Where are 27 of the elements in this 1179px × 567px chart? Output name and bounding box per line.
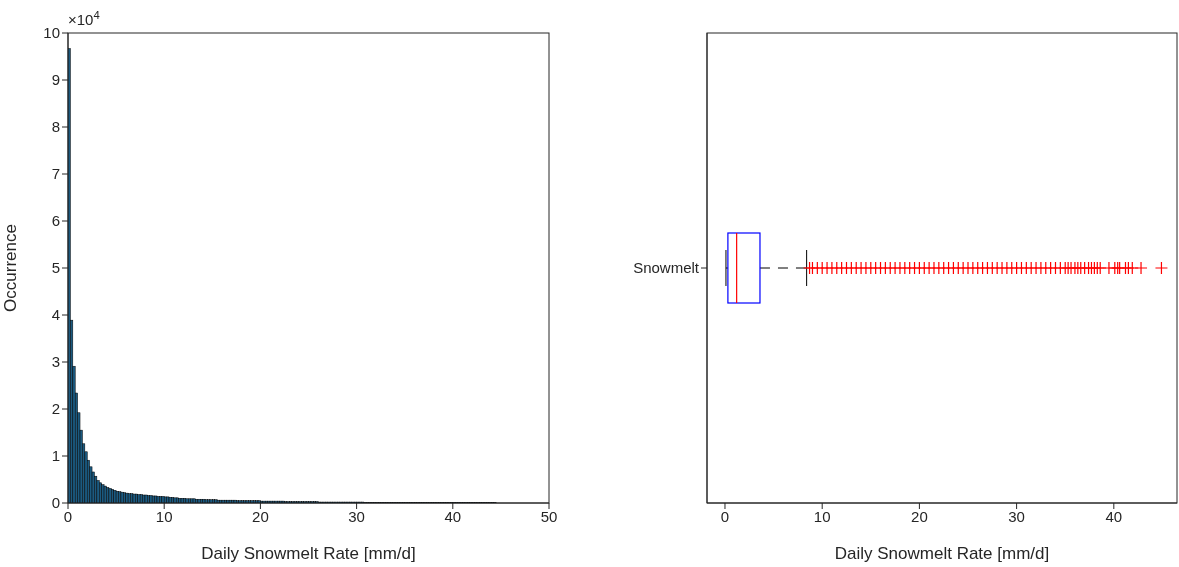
y-tick-label: Snowmelt [633, 259, 700, 277]
x-axis-title: Daily Snowmelt Rate [mm/d] [201, 544, 416, 563]
y-tick-label: 7 [51, 165, 60, 183]
x-tick-label: 0 [63, 507, 73, 525]
x-axis-title: Daily Snowmelt Rate [mm/d] [834, 544, 1050, 563]
y-tick-label: 8 [51, 118, 60, 136]
x-tick-label: 40 [444, 507, 462, 525]
y-tick-label: 0 [51, 494, 60, 512]
y-tick-label: 9 [51, 71, 60, 89]
y-tick-label: 2 [51, 400, 60, 418]
x-tick-label: 40 [1105, 507, 1123, 525]
y-tick-label: 4 [51, 306, 60, 324]
y-tick-label: 5 [51, 259, 60, 277]
y-tick-label: 6 [51, 212, 60, 230]
x-tick-label: 30 [348, 507, 365, 525]
x-tick-label: 10 [813, 507, 831, 525]
x-tick-label: 20 [911, 507, 928, 525]
x-tick-label: 10 [155, 507, 173, 525]
text: ×10$^{4}$ [68, 9, 100, 28]
x-tick-label: 30 [1008, 507, 1025, 525]
y-tick-label: 3 [51, 353, 60, 371]
x-tick-label: 0 [720, 507, 730, 525]
y-axis-title: Occurrence [1, 224, 21, 312]
x-tick-label: 50 [540, 507, 558, 525]
y-tick-label: 10 [43, 24, 60, 42]
y-tick-label: 1 [51, 447, 60, 465]
x-tick-label: 20 [252, 507, 269, 525]
